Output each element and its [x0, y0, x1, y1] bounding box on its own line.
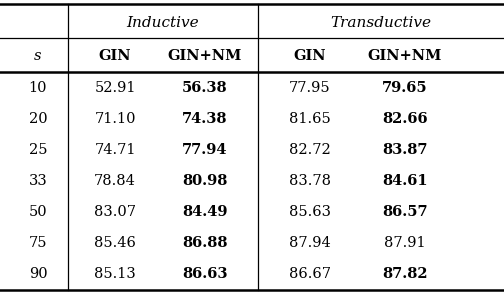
Text: 82.66: 82.66: [382, 112, 428, 126]
Text: 86.63: 86.63: [182, 268, 228, 281]
Text: Transductive: Transductive: [331, 16, 431, 30]
Text: 50: 50: [29, 205, 47, 219]
Text: 87.91: 87.91: [384, 236, 426, 250]
Text: 10: 10: [29, 81, 47, 95]
Text: 80.98: 80.98: [182, 174, 228, 188]
Text: 86.67: 86.67: [289, 268, 331, 281]
Text: GIN: GIN: [294, 49, 326, 63]
Text: GIN+NM: GIN+NM: [368, 49, 442, 63]
Text: 87.94: 87.94: [289, 236, 331, 250]
Text: 83.78: 83.78: [289, 174, 331, 188]
Text: 85.63: 85.63: [289, 205, 331, 219]
Text: 82.72: 82.72: [289, 143, 331, 157]
Text: 86.88: 86.88: [182, 236, 228, 250]
Text: 84.61: 84.61: [382, 174, 428, 188]
Text: 71.10: 71.10: [94, 112, 136, 126]
Text: 74.71: 74.71: [94, 143, 136, 157]
Text: 83.07: 83.07: [94, 205, 136, 219]
Text: 81.65: 81.65: [289, 112, 331, 126]
Text: 25: 25: [29, 143, 47, 157]
Text: 79.65: 79.65: [382, 81, 428, 95]
Text: 87.82: 87.82: [382, 268, 428, 281]
Text: GIN+NM: GIN+NM: [168, 49, 242, 63]
Text: 77.94: 77.94: [182, 143, 228, 157]
Text: 85.13: 85.13: [94, 268, 136, 281]
Text: 20: 20: [29, 112, 47, 126]
Text: 75: 75: [29, 236, 47, 250]
Text: 86.57: 86.57: [382, 205, 428, 219]
Text: s: s: [34, 49, 42, 63]
Text: 52.91: 52.91: [94, 81, 136, 95]
Text: Inductive: Inductive: [127, 16, 199, 30]
Text: 77.95: 77.95: [289, 81, 331, 95]
Text: 74.38: 74.38: [182, 112, 228, 126]
Text: 90: 90: [29, 268, 47, 281]
Text: GIN: GIN: [99, 49, 132, 63]
Text: 85.46: 85.46: [94, 236, 136, 250]
Text: 83.87: 83.87: [382, 143, 428, 157]
Text: 84.49: 84.49: [182, 205, 228, 219]
Text: 56.38: 56.38: [182, 81, 228, 95]
Text: 78.84: 78.84: [94, 174, 136, 188]
Text: 33: 33: [29, 174, 47, 188]
